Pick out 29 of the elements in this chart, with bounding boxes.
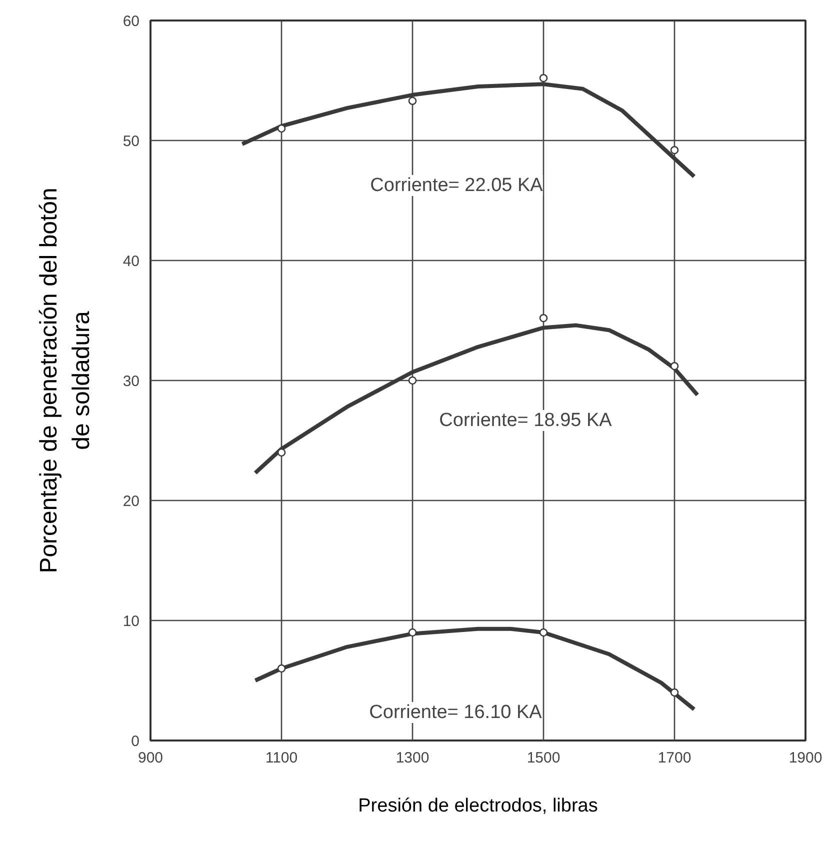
point [539, 628, 548, 637]
point [408, 376, 417, 385]
x-axis-title: Presión de electrodos, libras [358, 796, 598, 816]
point [277, 124, 286, 133]
x-tick-label: 1700 [658, 750, 692, 766]
x-tick-label: 1900 [788, 750, 822, 766]
y-tick-label: 50 [122, 133, 140, 150]
annotation: Corriente= 16.10 KA [369, 702, 542, 723]
point [408, 628, 417, 637]
x-tick-label: 900 [138, 750, 164, 766]
point [277, 664, 286, 673]
point [670, 146, 679, 154]
y-axis-title: Porcentaje de penetración del botón de soldadura [35, 188, 95, 574]
x-tick-label: 1500 [526, 750, 560, 766]
y-tick-label: 60 [122, 13, 140, 30]
y-tick-label: 0 [131, 733, 140, 750]
x-tick-label: 1100 [265, 750, 298, 766]
point [670, 362, 679, 370]
point [539, 74, 548, 82]
y-tick-label: 30 [122, 373, 140, 390]
annotation: Corriente= 18.95 KA [439, 410, 612, 431]
annotation: Corriente= 22.05 KA [370, 175, 544, 196]
point [670, 688, 679, 697]
y-tick-label: 10 [122, 613, 140, 630]
y-tick-label: 20 [122, 493, 140, 510]
point [408, 96, 417, 106]
point [539, 314, 548, 322]
y-tick-label: 40 [122, 253, 140, 270]
x-tick-label: 1300 [396, 750, 430, 766]
